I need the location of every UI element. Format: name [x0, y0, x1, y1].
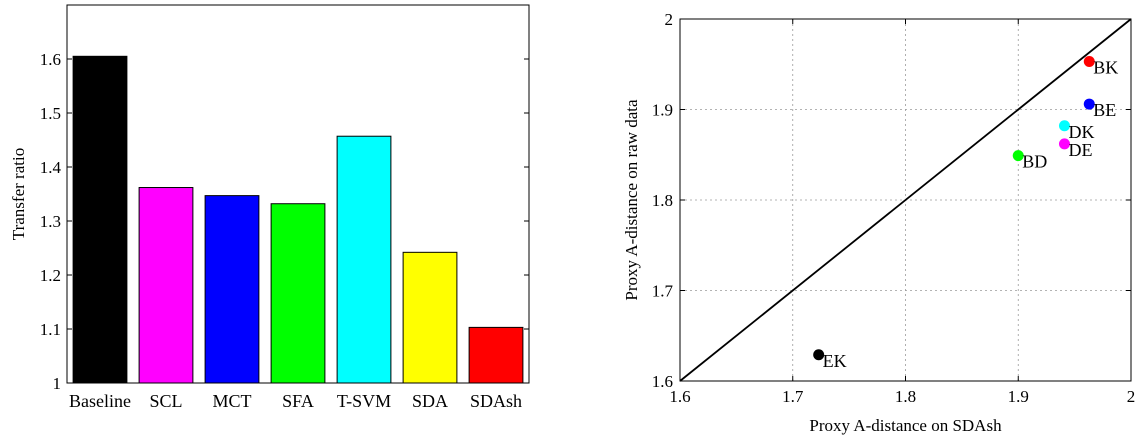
bar-baseline: [73, 56, 127, 383]
bar-sda: [403, 252, 457, 383]
point-label-ek: EK: [823, 351, 847, 371]
bar-category-label: SDAsh: [470, 391, 522, 411]
scatter-chart: 1.6 1.7 1.8 1.9 21.61.71.81.92BKBEDKDEBDEKPr…: [622, 10, 1135, 435]
x-tick-label: 1.8: [895, 387, 916, 406]
bar-mct: [205, 196, 259, 383]
y-tick-label: 1.5: [40, 104, 61, 123]
point-label-bk: BK: [1093, 58, 1118, 78]
y-tick-label: 1.8: [652, 191, 673, 210]
y-tick-label: 1.1: [40, 320, 61, 339]
bar-sdash: [469, 327, 523, 383]
bar-t-svm: [337, 136, 391, 383]
point-label-be: BE: [1093, 100, 1116, 120]
point-label-bd: BD: [1022, 152, 1047, 172]
y-axis-label: Transfer ratio: [9, 148, 28, 240]
y-tick-label: 1.6: [40, 50, 61, 69]
x-tick-label: 1.7: [782, 387, 804, 406]
y-tick-label: 1.4: [40, 158, 62, 177]
y-tick-label: 1.3: [40, 212, 61, 231]
bar-category-label: MCT: [212, 391, 251, 411]
diagonal-line: [680, 19, 1131, 381]
point-label-de: DE: [1068, 140, 1092, 160]
bar-scl: [139, 188, 193, 383]
y-tick-label: 1.9: [652, 101, 673, 120]
x-tick-label: 1.9: [1008, 387, 1029, 406]
y-tick-label: 2: [665, 10, 674, 29]
x-tick-label: 2: [1127, 387, 1136, 406]
y-axis-label: Proxy A-distance on raw data: [622, 99, 641, 301]
y-tick-label: 1.7: [652, 282, 674, 301]
bar-category-label: SFA: [282, 391, 314, 411]
bar-category-label: SCL: [149, 391, 182, 411]
y-tick-label: 1.2: [40, 266, 61, 285]
bar-sfa: [271, 204, 325, 383]
x-axis-label: Proxy A-distance on SDAsh: [809, 416, 1002, 435]
bar-category-label: T-SVM: [337, 391, 391, 411]
y-tick-label: 1: [53, 374, 62, 393]
bar-category-label: SDA: [412, 391, 448, 411]
y-tick-label: 1.6: [652, 372, 673, 391]
bar-chart: Baseline SCL MCT SFA T-SVM SDA SDAsh 1 1.1 1.2 1.3…: [9, 5, 529, 411]
bar-category-label: Baseline: [69, 391, 131, 411]
point-label-dk: DK: [1068, 122, 1094, 142]
